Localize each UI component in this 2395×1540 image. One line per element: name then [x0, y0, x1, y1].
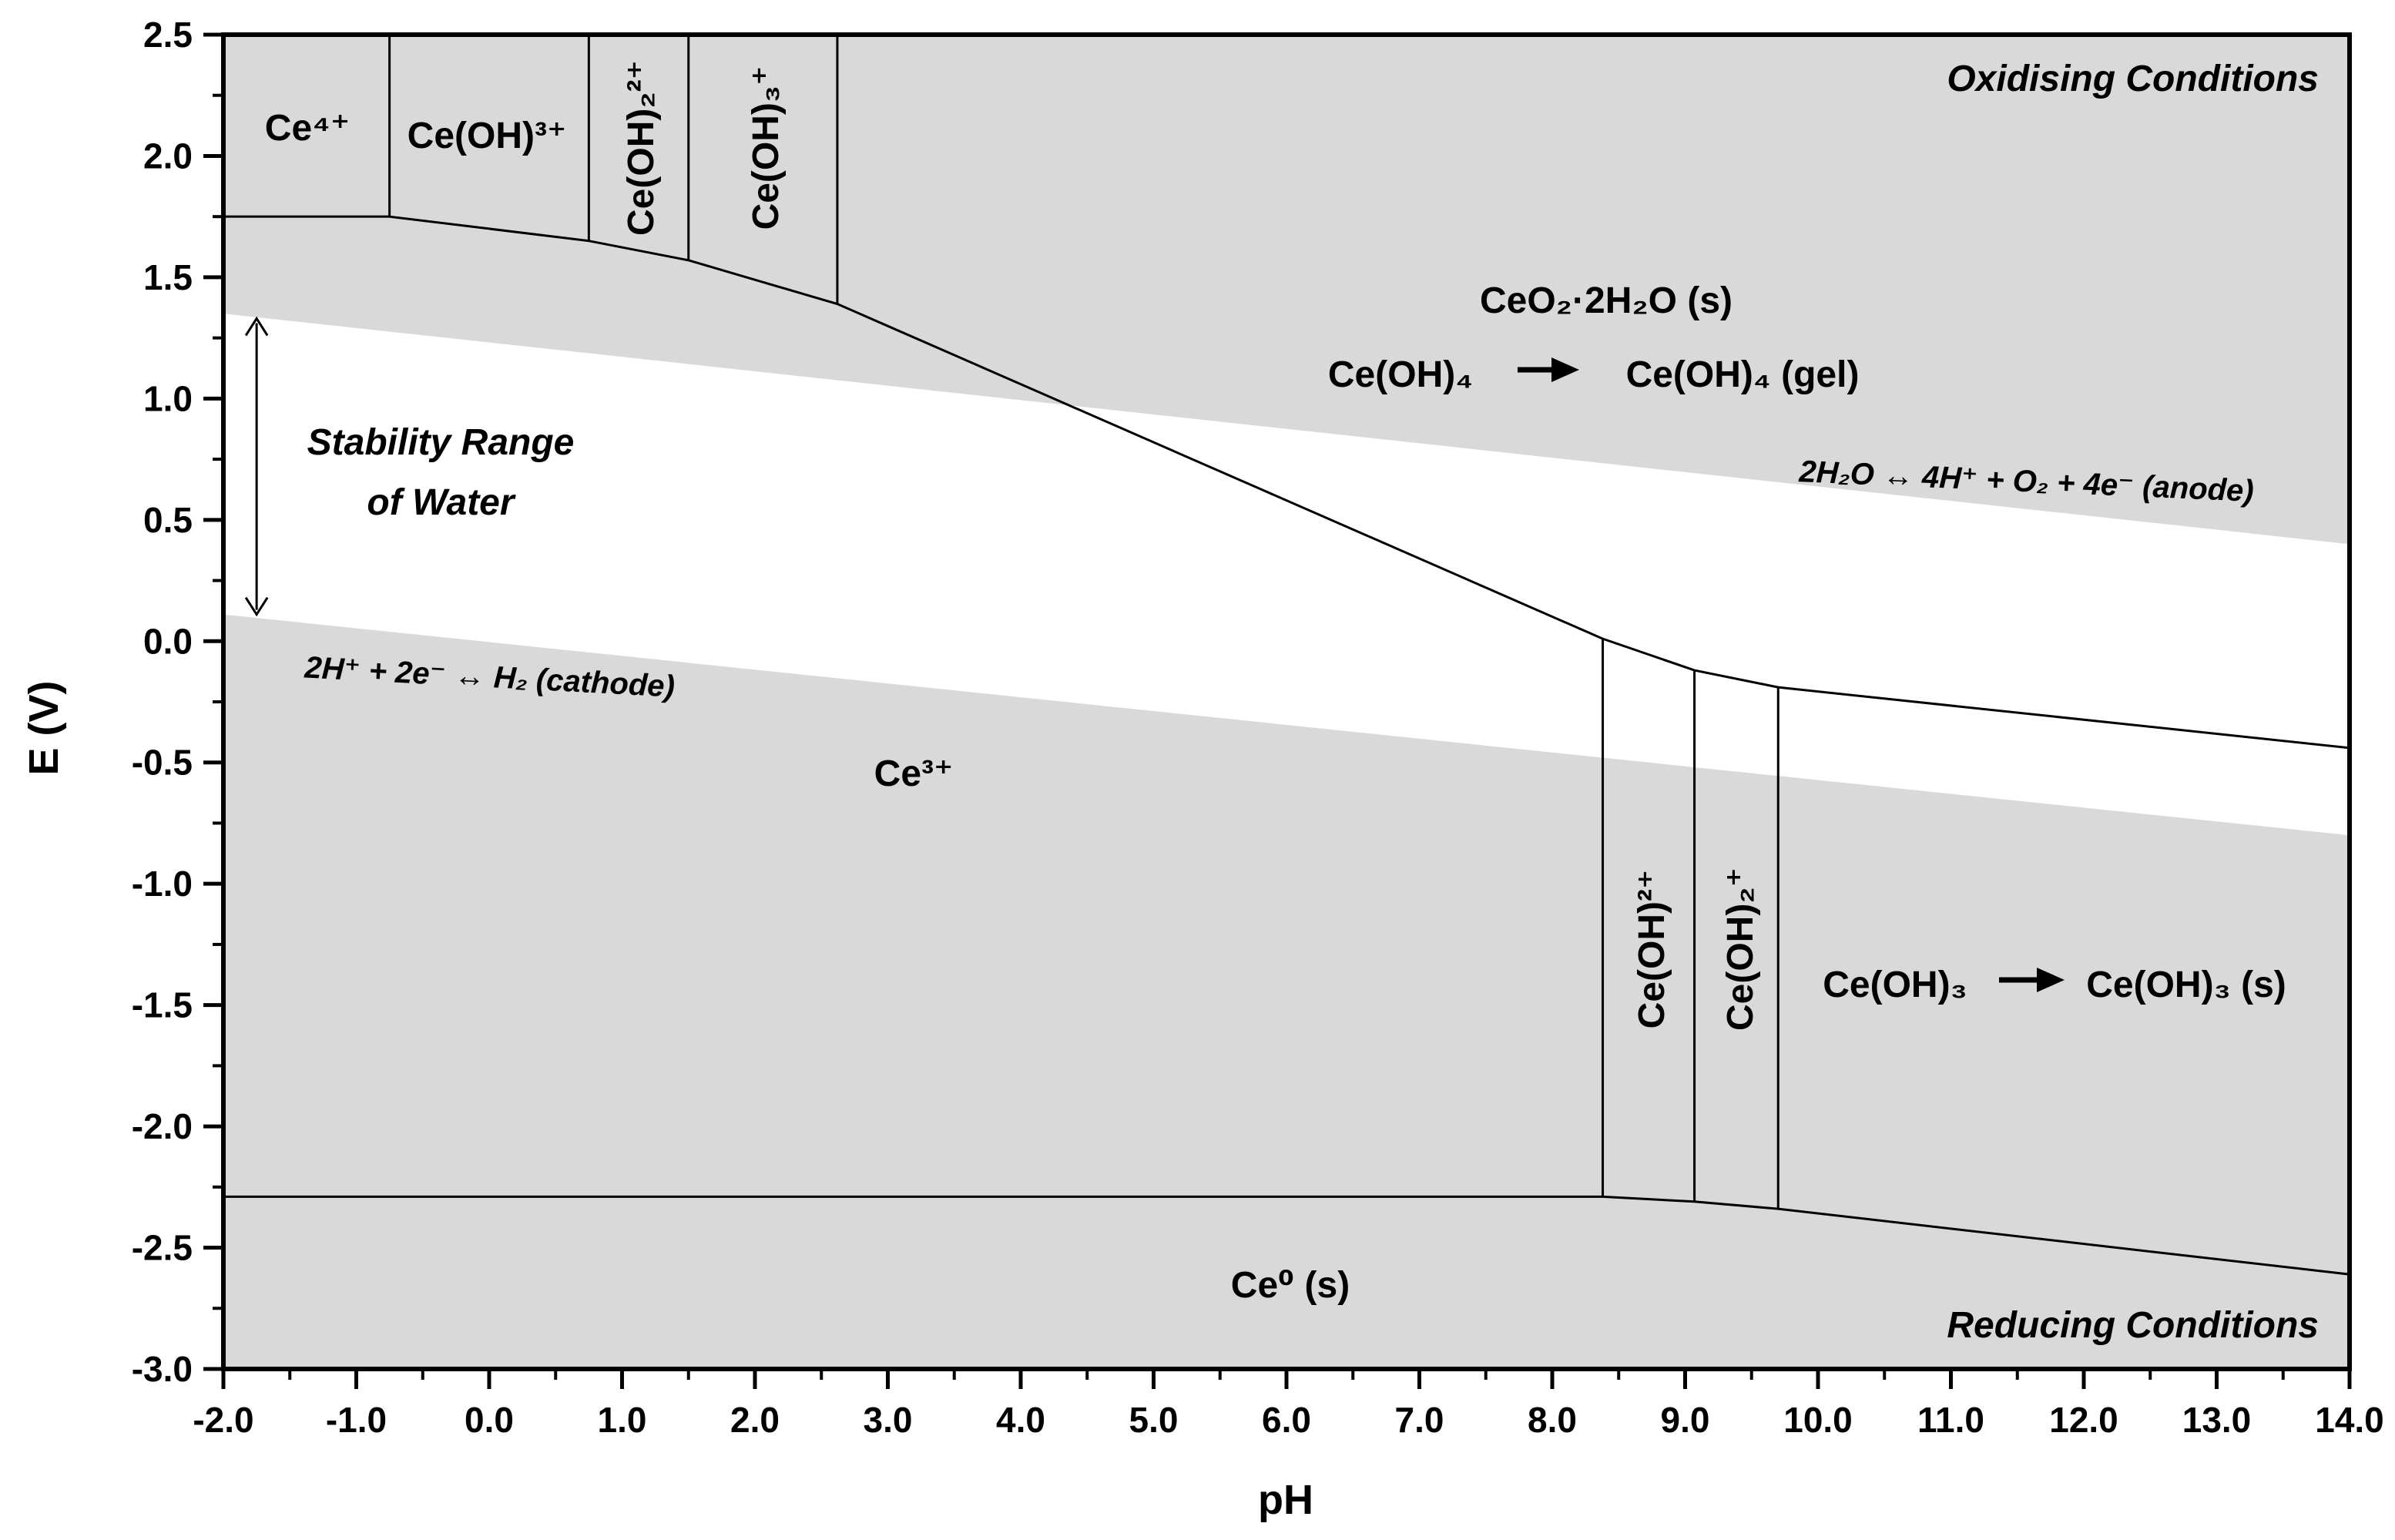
y-axis-title: E (V) — [21, 680, 67, 775]
label-ceoh3-plus: Ce(OH)₃⁺ — [746, 66, 787, 230]
x-axis-title: pH — [1258, 1477, 1313, 1523]
arrow-head-up — [244, 316, 269, 337]
arrow-ceoh3 — [1999, 968, 2065, 992]
label-ce0: Ce⁰ (s) — [1231, 1265, 1350, 1306]
label-ceoh2-2plus: Ce(OH)₂²⁺ — [621, 60, 662, 236]
label-ceoh-2plus: Ce(OH)²⁺ — [1632, 870, 1672, 1029]
x-tick-label: 2.0 — [730, 1400, 780, 1440]
x-tick-label: 4.0 — [996, 1400, 1045, 1440]
y-tick-label: -3.0 — [132, 1349, 193, 1389]
y-tick-label: 0.0 — [143, 621, 193, 661]
y-tick-label: 1.0 — [143, 378, 193, 418]
arrow-ceoh4 — [1518, 357, 1579, 382]
label-ceoh2-plus: Ce(OH)₂⁺ — [1720, 867, 1761, 1031]
label-ce3: Ce³⁺ — [874, 753, 954, 794]
boundary-lines — [223, 35, 2350, 1276]
x-tick-label: -1.0 — [326, 1400, 387, 1440]
x-tick-label: 9.0 — [1661, 1400, 1710, 1440]
x-tick-label: 10.0 — [1783, 1400, 1853, 1440]
y-tick-label: 2.5 — [143, 15, 193, 55]
arrow-head-down — [244, 596, 269, 617]
label-stability-line-1: Stability Range — [307, 422, 575, 463]
y-tick-label: -1.0 — [132, 864, 193, 904]
label-oxidising: Oxidising Conditions — [1947, 59, 2319, 99]
x-tick-label: 14.0 — [2315, 1400, 2384, 1440]
label-ceoh3: Ce(OH)³⁺ — [408, 116, 567, 156]
plot-frame — [221, 32, 2352, 1371]
x-tick-label: 3.0 — [864, 1400, 913, 1440]
label-stability-line-2: of Water — [367, 482, 515, 523]
y-tick-label: -1.5 — [132, 985, 193, 1025]
label-ceoh4: Ce(OH)₄ — [1328, 354, 1473, 395]
axis-ticks: -2.0 -1.0 0.0 1.0 2.0 3.0 4.0 5.0 6.0 7.0 8.0 9.0 10… — [132, 15, 2384, 1440]
x-tick-label: 0.0 — [465, 1400, 514, 1440]
label-ceo2: CeO₂·2H₂O (s) — [1480, 280, 1733, 321]
x-tick-label: 11.0 — [1917, 1400, 1984, 1440]
water-stability-arrow — [244, 316, 269, 617]
y-tick-label: -2.5 — [132, 1228, 193, 1268]
y-tick-label: -2.0 — [132, 1106, 193, 1146]
x-tick-label: 6.0 — [1262, 1400, 1311, 1440]
x-tick-label: 13.0 — [2182, 1400, 2252, 1440]
x-tick-label: -2.0 — [193, 1400, 253, 1440]
x-tick-label: 5.0 — [1129, 1400, 1179, 1440]
x-tick-label: 12.0 — [2049, 1400, 2118, 1440]
label-ce4: Ce⁴⁺ — [265, 108, 350, 149]
y-tick-label: 1.5 — [143, 257, 193, 297]
x-tick-label: 7.0 — [1395, 1400, 1444, 1440]
x-tick-label: 1.0 — [598, 1400, 647, 1440]
label-ceoh3-solid: Ce(OH)₃ (s) — [2086, 965, 2286, 1005]
water-stability-window — [223, 314, 2350, 836]
y-tick-label: 2.0 — [143, 136, 193, 176]
y-tick-label: 0.5 — [143, 500, 193, 540]
label-ceoh4-gel: Ce(OH)₄ (gel) — [1626, 354, 1860, 395]
label-reducing: Reducing Conditions — [1947, 1305, 2319, 1346]
label-ceoh3-aq: Ce(OH)₃ — [1823, 965, 1967, 1005]
x-tick-label: 8.0 — [1528, 1400, 1577, 1440]
y-tick-label: -0.5 — [132, 743, 193, 783]
